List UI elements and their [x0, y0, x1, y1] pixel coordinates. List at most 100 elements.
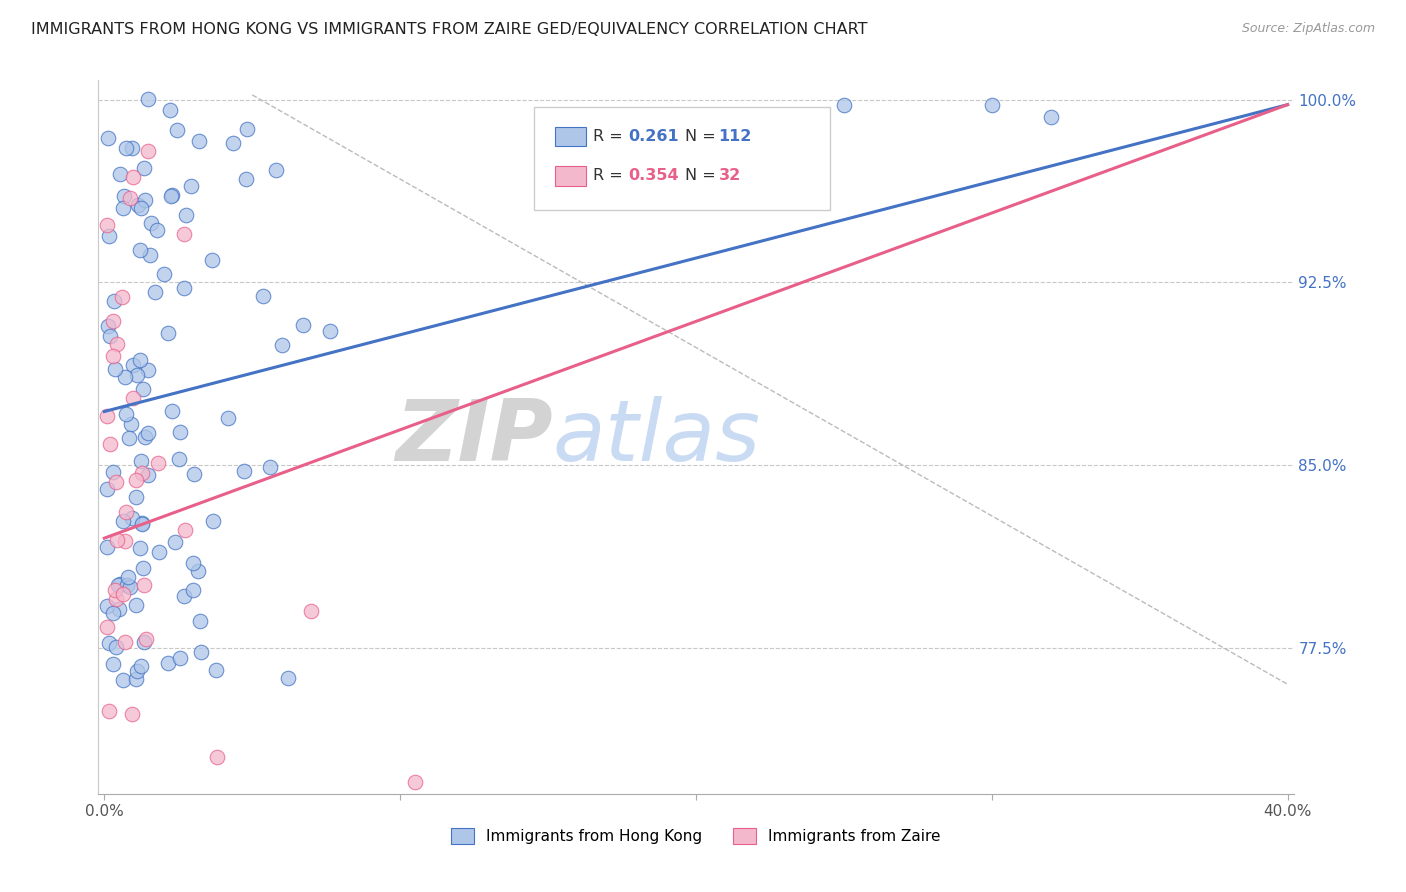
Point — [187, 564, 209, 578]
Point — [97, 319, 120, 334]
Point — [98, 704, 121, 718]
Point — [98, 636, 121, 650]
Point — [205, 663, 228, 677]
Point — [103, 314, 125, 328]
Point — [264, 163, 287, 178]
Point — [115, 578, 138, 592]
Point — [107, 601, 129, 615]
Point — [105, 475, 128, 489]
Point — [183, 556, 205, 570]
Point — [101, 657, 124, 672]
Point — [148, 545, 170, 559]
Point — [183, 467, 205, 481]
Point — [121, 141, 143, 155]
Point — [131, 382, 153, 396]
Point — [111, 290, 134, 304]
Point — [112, 586, 135, 600]
Point — [96, 540, 118, 554]
Point — [121, 511, 143, 525]
Point — [129, 659, 152, 673]
Point — [139, 248, 162, 262]
Point — [187, 134, 209, 148]
Point — [202, 514, 225, 528]
Point — [173, 281, 195, 295]
Point — [181, 582, 204, 597]
Point — [188, 615, 211, 629]
Point — [173, 523, 195, 537]
Point — [125, 491, 148, 505]
Point — [270, 338, 292, 352]
Point — [104, 592, 127, 607]
Point — [129, 201, 152, 215]
Point — [205, 750, 228, 764]
Point — [180, 179, 202, 194]
Point — [125, 664, 148, 678]
Point — [159, 103, 181, 117]
Point — [160, 404, 183, 418]
Point — [101, 606, 124, 620]
Text: 0.261: 0.261 — [628, 129, 679, 144]
Point — [128, 243, 150, 257]
Point — [136, 363, 159, 377]
Point — [190, 644, 212, 658]
Point — [169, 425, 191, 440]
Point — [118, 191, 141, 205]
Point — [135, 632, 157, 647]
Point — [105, 533, 128, 548]
Point — [108, 577, 131, 591]
Point — [107, 577, 129, 591]
Point — [105, 640, 128, 654]
Point — [235, 172, 257, 186]
Point — [162, 187, 184, 202]
Point — [122, 392, 145, 406]
Point — [136, 425, 159, 440]
Point — [233, 464, 256, 478]
Point — [103, 294, 125, 309]
Point — [136, 145, 159, 159]
Point — [141, 216, 163, 230]
Point — [166, 123, 188, 137]
Text: 32: 32 — [718, 169, 741, 183]
Point — [101, 349, 124, 363]
Point — [118, 431, 141, 445]
Point — [104, 582, 127, 597]
Point — [100, 437, 122, 451]
Point — [173, 589, 195, 603]
Text: N =: N = — [685, 169, 721, 183]
Point — [131, 516, 153, 530]
Point — [108, 167, 131, 181]
Point — [136, 92, 159, 106]
Point — [96, 218, 118, 232]
Point — [235, 122, 257, 136]
Text: Source: ZipAtlas.com: Source: ZipAtlas.com — [1241, 22, 1375, 36]
Point — [120, 580, 142, 594]
Point — [96, 599, 118, 614]
Point — [252, 289, 274, 303]
Point — [129, 353, 152, 368]
Point — [129, 541, 152, 556]
Point — [404, 774, 426, 789]
Point — [173, 227, 195, 241]
Point — [114, 533, 136, 548]
Point — [114, 189, 136, 203]
Text: 0.354: 0.354 — [628, 169, 679, 183]
Point — [132, 561, 155, 575]
Point — [136, 468, 159, 483]
Text: R =: R = — [593, 169, 628, 183]
Text: 112: 112 — [718, 129, 752, 144]
Point — [131, 466, 153, 480]
Point — [115, 140, 138, 154]
Point — [115, 407, 138, 421]
Point — [291, 318, 314, 332]
Point — [125, 473, 148, 487]
Point — [134, 161, 156, 175]
Point — [105, 336, 128, 351]
Text: ZIP: ZIP — [395, 395, 553, 479]
Point — [217, 411, 239, 425]
Point — [1039, 110, 1062, 124]
Point — [127, 198, 149, 212]
Point — [143, 285, 166, 300]
Point — [96, 482, 118, 496]
Point — [121, 358, 143, 372]
Point — [97, 131, 120, 145]
